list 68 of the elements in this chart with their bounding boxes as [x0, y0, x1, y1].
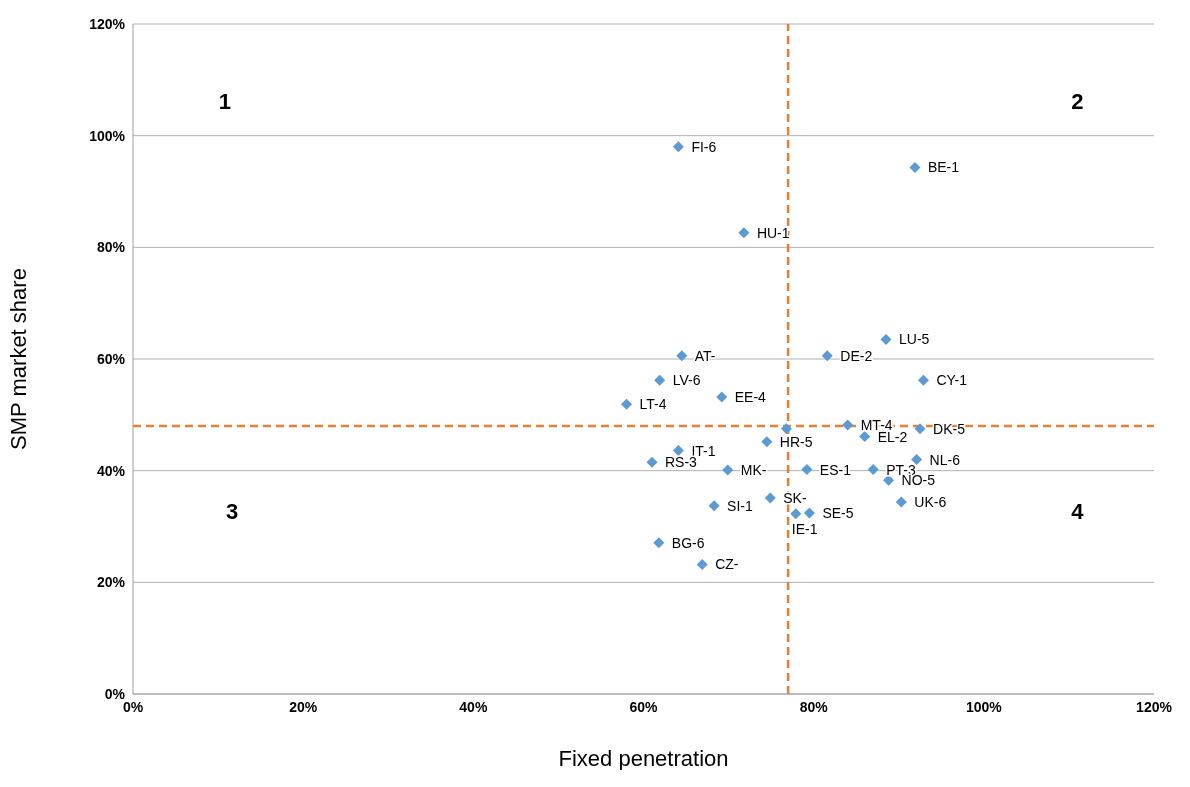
data-label: HU-1 [756, 224, 790, 241]
y-tick-label: 20% [96, 574, 126, 591]
data-label: DE-2 [840, 347, 873, 364]
y-tick-label: 40% [96, 462, 126, 479]
point [738, 227, 750, 239]
x-tick-label: 40% [459, 698, 488, 715]
point [716, 391, 728, 403]
data-label: LU-5 [898, 331, 930, 348]
x-tick-label: 20% [289, 698, 318, 715]
point [672, 445, 684, 457]
data-label: SE-5 [822, 505, 854, 522]
data-label: BE-1 [927, 159, 960, 176]
data-label: IE-1 [791, 520, 818, 537]
data-label: EE-4 [734, 388, 767, 405]
point [917, 374, 929, 386]
point [801, 464, 813, 476]
point [909, 161, 921, 173]
data-label: HR-5 [779, 433, 813, 450]
point [880, 333, 892, 345]
data-label: SK- [783, 490, 807, 507]
point [867, 464, 879, 476]
data-label: UK-6 [914, 493, 947, 510]
data-label: CZ- [715, 556, 739, 573]
annotation: 4 [1071, 499, 1084, 526]
point [911, 454, 923, 465]
data-label: CY-1 [936, 372, 968, 389]
point [653, 537, 665, 549]
annotation: 3 [225, 499, 239, 526]
data-label: LT-4 [639, 396, 667, 413]
x-tick-label: 100% [965, 698, 1003, 715]
point [696, 558, 708, 570]
x-tick-label: 80% [799, 698, 829, 715]
point [895, 496, 907, 508]
point [761, 436, 773, 448]
data-label: SI-1 [727, 497, 754, 514]
data-label: FI-6 [691, 138, 717, 155]
point [676, 350, 688, 362]
point [821, 350, 833, 362]
point [803, 507, 815, 519]
point [842, 419, 854, 431]
y-tick-label: 120% [89, 15, 126, 32]
point [764, 492, 776, 504]
data-label: DK-5 [933, 420, 966, 437]
annotation: 2 [1071, 89, 1084, 116]
annotation: 1 [218, 89, 231, 116]
point [780, 423, 792, 435]
x-axis-title: Fixed penetration [558, 746, 729, 771]
point [646, 456, 658, 468]
x-tick-label: 120% [1136, 698, 1173, 715]
data-label: NL-6 [929, 451, 961, 468]
data-label: MK- [740, 462, 767, 479]
point [722, 464, 734, 476]
y-tick-label: 80% [96, 239, 126, 256]
point [914, 423, 926, 435]
x-tick-label: 60% [629, 698, 659, 715]
point [859, 431, 871, 443]
point [708, 500, 720, 512]
data-label: AT- [694, 347, 716, 364]
data-label: LV-6 [672, 372, 701, 389]
point [790, 508, 802, 520]
point [654, 374, 666, 386]
point [620, 398, 632, 410]
y-tick-label: 60% [96, 350, 126, 367]
point [672, 141, 684, 153]
y-axis-title: SMP market share [5, 268, 31, 450]
data-label: BG-6 [671, 534, 705, 551]
y-tick-label: 100% [89, 127, 126, 144]
data-label: ES-1 [819, 461, 852, 478]
